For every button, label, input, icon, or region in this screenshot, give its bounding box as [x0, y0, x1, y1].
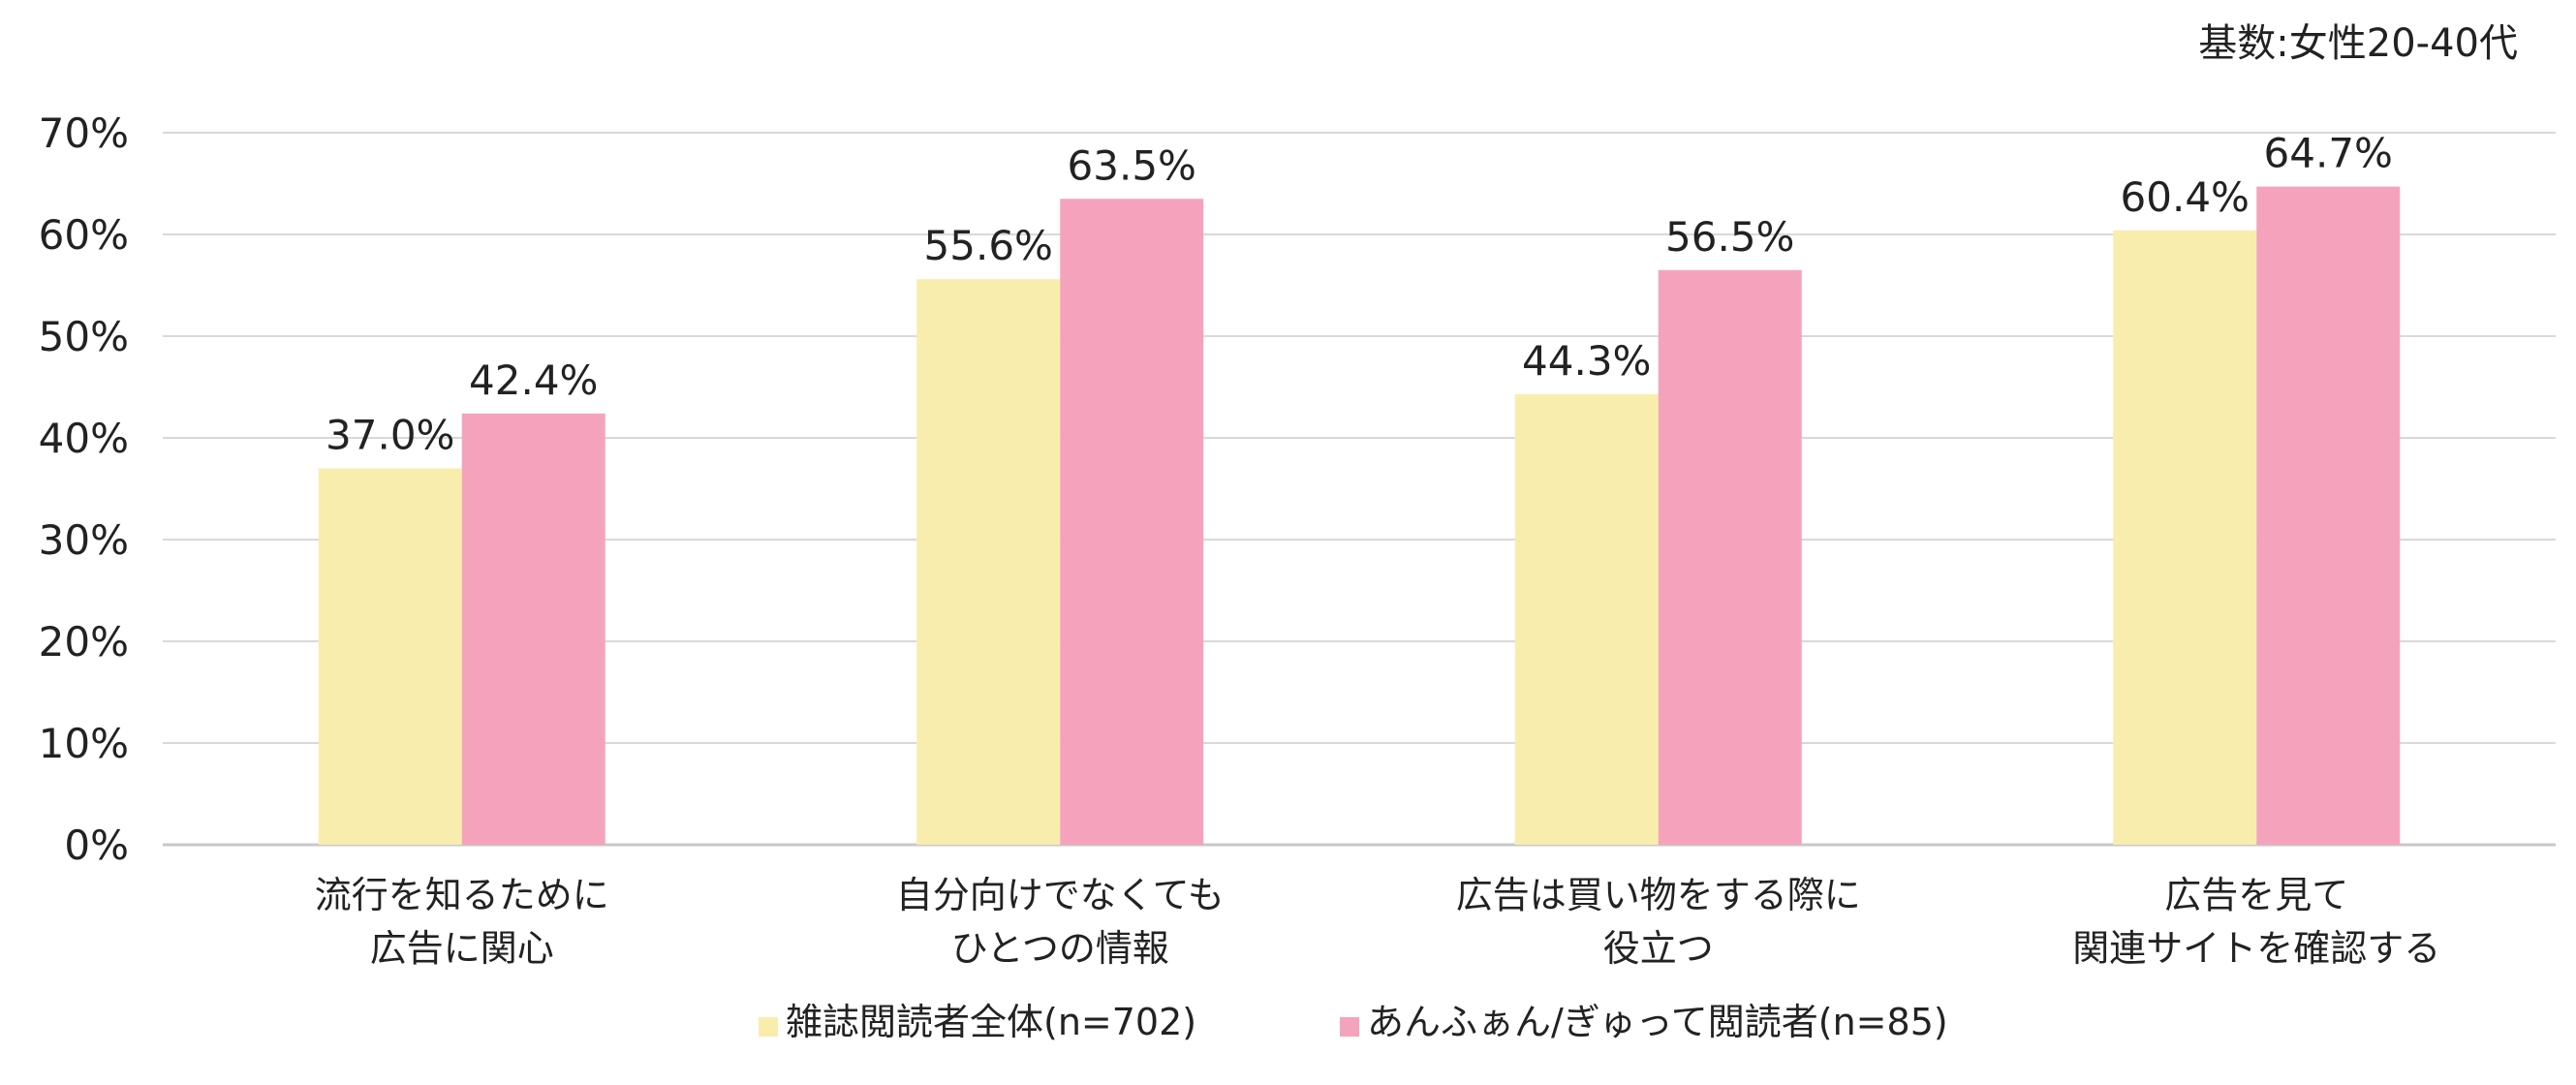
bar-1-4 — [2113, 230, 2257, 846]
x-tick-label: 広告は買い物をする際に — [1456, 874, 1861, 916]
bar-1-1 — [318, 468, 462, 845]
y-tick-label: 20% — [39, 618, 129, 666]
x-tick-label: 役立つ — [1603, 927, 1714, 970]
data-label: 60.4% — [2121, 173, 2250, 221]
legend-label: あんふぁん/ぎゅって閲読者(n=85) — [1367, 1001, 1948, 1043]
y-tick-label: 30% — [39, 516, 129, 564]
x-tick-label: 自分向けでなくても — [896, 874, 1225, 916]
data-label: 44.3% — [1522, 337, 1651, 385]
data-label: 63.5% — [1068, 141, 1196, 189]
data-label: 56.5% — [1665, 213, 1794, 261]
base-note: 基数:女性20-40代 — [2198, 21, 2518, 66]
y-tick-label: 70% — [39, 109, 129, 157]
x-tick-label: 関連サイトを確認する — [2072, 927, 2440, 970]
data-label: 42.4% — [469, 356, 598, 404]
y-tick-label: 40% — [39, 415, 129, 462]
bar-2-3 — [1658, 269, 1802, 845]
y-tick-label: 0% — [64, 822, 129, 869]
legend-swatch — [759, 1017, 778, 1037]
data-label: 64.7% — [2264, 130, 2393, 177]
data-label: 55.6% — [924, 222, 1053, 269]
legend-swatch — [1340, 1017, 1359, 1037]
x-tick-label: 広告を見て — [2164, 874, 2348, 916]
legend-label: 雑誌閲読者全体(n=702) — [786, 1001, 1196, 1043]
y-tick-label: 10% — [39, 720, 129, 767]
x-tick-label: ひとつの情報 — [951, 927, 1169, 970]
bar-2-1 — [461, 413, 605, 845]
bar-1-2 — [916, 279, 1061, 845]
y-tick-label: 50% — [39, 313, 129, 360]
x-tick-label: 流行を知るために — [315, 874, 609, 916]
bar-2-4 — [2256, 186, 2401, 845]
y-tick-label: 60% — [39, 211, 129, 259]
x-tick-label: 広告に関心 — [370, 927, 554, 970]
data-label: 37.0% — [326, 412, 454, 459]
bar-1-3 — [1514, 393, 1659, 845]
bar-2-2 — [1060, 199, 1204, 845]
